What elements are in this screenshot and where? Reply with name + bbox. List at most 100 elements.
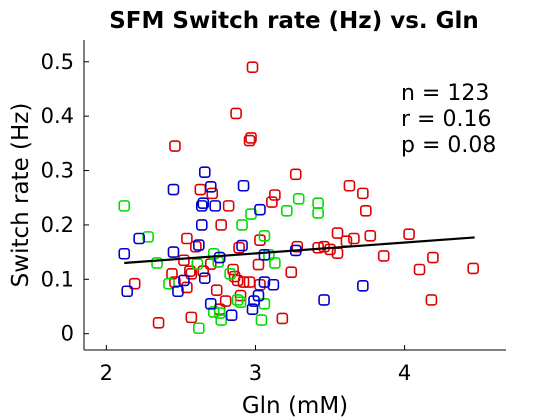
data-point-2-28 (246, 303, 259, 316)
data-point-2-2 (133, 232, 145, 245)
y-tick-label-0: 0 (61, 322, 74, 346)
data-point-1-10 (312, 207, 324, 219)
data-point-2-12 (254, 203, 266, 216)
y-tick-label-1: 0.1 (41, 267, 74, 291)
data-point-1-3 (163, 277, 175, 290)
y-tick-label-2: 0.2 (41, 213, 74, 237)
data-point-2-5 (198, 166, 211, 178)
data-point-2-29 (204, 297, 217, 310)
data-point-0-12 (222, 200, 235, 212)
data-point-0-14 (331, 227, 344, 239)
data-point-0-11 (206, 187, 219, 200)
data-point-0-37 (210, 284, 223, 296)
stat-p: p = 0.08 (401, 133, 496, 158)
data-point-2-1 (121, 285, 134, 298)
data-point-1-2 (151, 257, 163, 269)
data-point-0-19 (190, 240, 202, 253)
x-tick-label-2: 4 (398, 361, 411, 385)
data-point-0-3 (245, 132, 257, 144)
data-point-0-1 (230, 107, 242, 120)
data-point-0-23 (291, 240, 304, 253)
data-point-0-13 (360, 204, 372, 217)
data-point-2-0 (118, 247, 131, 260)
data-point-1-13 (269, 257, 281, 269)
data-point-1-5 (236, 219, 248, 231)
data-point-0-25 (318, 240, 330, 253)
data-point-0-38 (231, 274, 244, 287)
data-point-0-44 (413, 263, 426, 276)
data-point-0-7 (357, 187, 369, 200)
data-point-0-4 (243, 134, 256, 147)
data-point-2-11 (236, 239, 248, 252)
data-point-0-34 (285, 266, 298, 279)
data-point-0-56 (197, 265, 210, 277)
data-point-1-1 (142, 231, 154, 243)
data-point-0-55 (252, 258, 265, 271)
data-point-1-22 (193, 322, 205, 335)
data-point-1-11 (258, 229, 271, 242)
regression-line (124, 236, 475, 265)
y-tick-label-5: 0.5 (41, 50, 74, 74)
data-point-0-33 (237, 276, 250, 288)
data-point-2-6 (237, 179, 250, 192)
data-point-1-19 (213, 307, 226, 319)
data-point-2-7 (196, 200, 208, 212)
data-point-0-51 (185, 311, 198, 324)
data-point-2-10 (209, 200, 222, 212)
data-point-2-17 (213, 251, 226, 264)
data-point-2-8 (197, 197, 210, 209)
data-point-2-14 (178, 274, 190, 287)
data-point-0-28 (178, 254, 190, 267)
y-tick-label-4: 0.4 (41, 104, 74, 128)
data-point-0-50 (276, 312, 289, 325)
data-point-0-5 (289, 168, 302, 181)
data-point-2-20 (258, 276, 271, 288)
data-point-0-29 (184, 265, 196, 277)
y-tick-label-3: 0.3 (41, 159, 74, 183)
data-point-1-8 (292, 193, 305, 205)
data-point-0-6 (343, 179, 356, 192)
data-point-0-8 (269, 189, 281, 201)
axes (83, 40, 506, 351)
data-point-2-3 (167, 183, 180, 196)
data-point-1-21 (215, 314, 227, 326)
fit-layer (124, 236, 475, 265)
data-point-1-7 (280, 204, 293, 217)
data-point-0-43 (403, 228, 415, 240)
data-point-1-17 (231, 294, 244, 306)
data-point-2-18 (258, 249, 271, 261)
data-point-2-22 (198, 272, 211, 285)
chart-title: SFM Switch rate (Hz) vs. Gln (109, 8, 479, 34)
y-axis-label: Switch rate (Hz) (8, 103, 34, 288)
data-point-0-15 (364, 229, 377, 242)
data-point-0-18 (181, 232, 193, 245)
data-point-0-53 (128, 277, 141, 290)
data-point-0-9 (266, 196, 278, 208)
stat-n: n = 123 (401, 81, 489, 106)
data-point-1-23 (255, 314, 268, 326)
points-layer (118, 61, 479, 335)
data-point-1-0 (118, 200, 131, 212)
data-point-2-13 (167, 246, 180, 258)
data-point-0-30 (185, 268, 198, 280)
data-point-0-42 (377, 250, 390, 262)
data-point-0-54 (219, 295, 232, 307)
x-tick-label-1: 3 (249, 361, 262, 385)
data-point-0-46 (467, 262, 479, 275)
data-point-2-27 (357, 280, 369, 292)
data-point-0-2 (169, 140, 181, 152)
data-point-2-25 (252, 289, 265, 302)
data-point-0-45 (427, 251, 439, 264)
data-point-2-15 (172, 285, 184, 298)
data-point-2-9 (196, 219, 208, 231)
data-point-0-21 (233, 241, 245, 254)
tick-labels: 2 3 4 0 0.1 0.2 0.3 0.4 0.5 (41, 50, 412, 385)
data-point-0-47 (425, 294, 438, 306)
x-tick-label-0: 2 (100, 361, 113, 385)
data-point-2-4 (204, 181, 217, 193)
data-point-0-20 (215, 219, 227, 231)
data-point-2-21 (267, 278, 280, 291)
data-point-1-18 (234, 296, 247, 308)
data-point-1-16 (224, 268, 236, 280)
